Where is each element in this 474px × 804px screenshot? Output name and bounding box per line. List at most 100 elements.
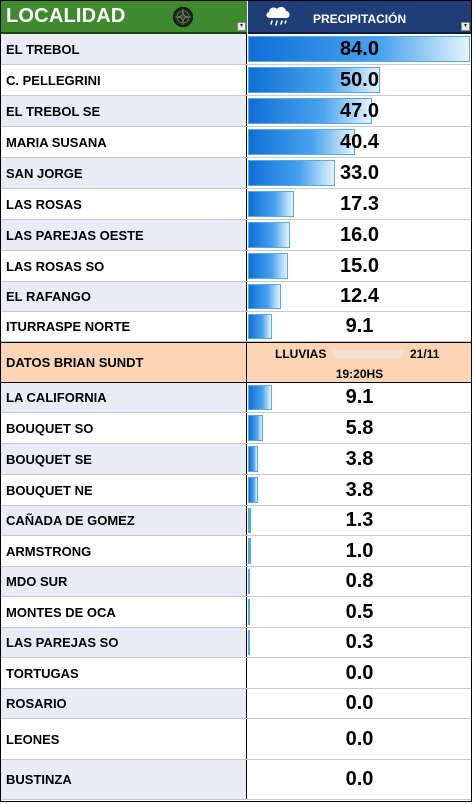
data-bar (248, 630, 250, 655)
precipitation-cell[interactable]: 15.0 (248, 251, 471, 281)
locality-name[interactable]: LAS ROSAS SO (1, 251, 247, 281)
locality-name[interactable]: ARMSTRONG (1, 536, 247, 566)
locality-name[interactable]: EL TREBOL (1, 34, 247, 64)
precipitation-cell[interactable]: 9.1 (248, 383, 471, 412)
precipitation-cell[interactable]: 0.3 (248, 628, 471, 657)
data-bar (248, 599, 250, 625)
data-bar (248, 191, 294, 217)
table-row: ROSARIO 0.0 (1, 689, 471, 719)
precipitation-value: 0.0 (345, 768, 374, 790)
precipitation-cell[interactable]: 47.0 (248, 96, 471, 126)
locality-name[interactable]: EL RAFANGO (1, 282, 247, 311)
locality-name[interactable]: BOUQUET SE (1, 444, 247, 474)
data-bar (248, 129, 355, 155)
precipitation-cell[interactable]: 40.4 (248, 127, 471, 157)
locality-name[interactable]: LEONES (1, 719, 247, 759)
data-bar (248, 36, 470, 62)
precipitation-value: 50.0 (340, 68, 379, 91)
precipitation-value: 33.0 (340, 161, 379, 184)
locality-name[interactable]: MDO SUR (1, 567, 247, 596)
locality-name[interactable]: MARIA SUSANA (1, 127, 247, 157)
table-row: EL TREBOL SE 47.0 (1, 96, 471, 127)
data-bar (248, 569, 251, 594)
precipitation-cell[interactable]: 33.0 (248, 158, 471, 188)
precipitation-cell[interactable]: 9.1 (248, 312, 471, 341)
table-row: ITURRASPE NORTE 9.1 (1, 312, 471, 342)
table-row: LAS ROSAS SO 15.0 (1, 251, 471, 282)
locality-name[interactable]: EL TREBOL SE (1, 96, 247, 126)
table-row: MDO SUR 0.8 (1, 567, 471, 597)
data-bar (248, 67, 381, 93)
data-bar (248, 160, 336, 186)
table-row: CAÑADA DE GOMEZ 1.3 (1, 506, 471, 536)
precipitation-cell[interactable]: 0.5 (248, 597, 471, 627)
precipitation-cell[interactable]: 17.3 (248, 189, 471, 219)
data-bar (248, 98, 373, 124)
table-row: EL TREBOL 84.0 (1, 34, 471, 65)
table-row: EL RAFANGO 12.4 (1, 282, 471, 312)
locality-name[interactable]: BOUQUET NE (1, 475, 247, 505)
table-row: LAS PAREJAS OESTE 16.0 (1, 220, 471, 251)
table-row: LEONES 0.0 (1, 719, 471, 760)
precipitation-cell[interactable]: 1.3 (248, 506, 471, 535)
locality-name[interactable]: C. PELLEGRINI (1, 65, 247, 95)
table-row: MARIA SUSANA 40.4 (1, 127, 471, 158)
lluvias-time: 19:20HS (335, 367, 384, 381)
localidad-header[interactable]: LOCALIDAD ▾ (1, 1, 247, 34)
rain-cloud-icon (266, 6, 290, 26)
precipitation-cell[interactable]: 0.0 (248, 658, 471, 688)
precipitation-cell[interactable]: 0.0 (248, 689, 471, 718)
locality-name[interactable]: LAS PAREJAS SO (1, 628, 247, 657)
data-bar (248, 415, 264, 441)
precipitation-cell[interactable]: 0.8 (248, 567, 471, 596)
precipitation-value: 5.8 (345, 416, 374, 439)
precipitacion-header[interactable]: PRECIPITACIÓN ▾ (248, 1, 471, 34)
filter-dropdown-icon[interactable]: ▾ (461, 22, 470, 31)
data-bar (248, 446, 259, 472)
blurred-text (333, 350, 403, 358)
precipitation-cell[interactable]: 1.0 (248, 536, 471, 566)
data-bar (248, 538, 251, 564)
locality-name[interactable]: BOUQUET SO (1, 413, 247, 443)
precipitation-cell[interactable]: 3.8 (248, 444, 471, 474)
locality-name[interactable]: MONTES DE OCA (1, 597, 247, 627)
precipitation-value: 0.5 (345, 600, 374, 623)
locality-name[interactable]: SAN JORGE (1, 158, 247, 188)
data-bar (248, 314, 273, 339)
locality-name[interactable]: ITURRASPE NORTE (1, 312, 247, 341)
precipitation-cell[interactable]: 0.0 (248, 719, 471, 759)
table-row: LA CALIFORNIA 9.1 (1, 383, 471, 413)
precipitation-cell[interactable]: 3.8 (248, 475, 471, 505)
precipitation-value: 3.8 (345, 447, 374, 470)
locality-name[interactable]: LAS ROSAS (1, 189, 247, 219)
data-bar (248, 477, 259, 503)
table-row: LAS ROSAS 17.3 (1, 189, 471, 220)
localidad-header-label: LOCALIDAD (6, 5, 126, 27)
precipitation-cell[interactable]: 84.0 (248, 34, 471, 64)
precipitation-value: 0.0 (345, 661, 374, 684)
datos-brian-sundt-row: DATOS BRIAN SUNDT LLUVIAS 21/11 19:20HS (1, 342, 471, 383)
precipitacion-header-label: PRECIPITACIÓN (313, 12, 407, 26)
precipitation-cell[interactable]: 16.0 (248, 220, 471, 250)
locality-name[interactable]: LAS PAREJAS OESTE (1, 220, 247, 250)
table-row: LAS PAREJAS SO 0.3 (1, 628, 471, 658)
filter-dropdown-icon[interactable]: ▾ (237, 22, 246, 31)
data-bar (248, 385, 273, 410)
locality-name[interactable]: LA CALIFORNIA (1, 383, 247, 412)
precipitation-cell[interactable]: 0.0 (248, 760, 471, 799)
precipitation-value: 1.0 (345, 539, 374, 562)
precipitation-value: 0.0 (345, 692, 374, 714)
precipitation-value: 3.8 (345, 478, 374, 501)
precipitation-cell[interactable]: 5.8 (248, 413, 471, 443)
lluvias-date: 21/11 (410, 347, 440, 361)
locality-name[interactable]: TORTUGAS (1, 658, 247, 688)
locality-name[interactable]: ROSARIO (1, 689, 247, 718)
table-row: BUSTINZA 0.0 (1, 760, 471, 800)
precipitation-cell[interactable]: 50.0 (248, 65, 471, 95)
precipitation-value: 47.0 (340, 99, 379, 122)
table-row: TORTUGAS 0.0 (1, 658, 471, 689)
locality-name[interactable]: CAÑADA DE GOMEZ (1, 506, 247, 535)
datos-label: DATOS BRIAN SUNDT (1, 343, 247, 382)
precipitation-cell[interactable]: 12.4 (248, 282, 471, 311)
locality-name[interactable]: BUSTINZA (1, 760, 247, 799)
